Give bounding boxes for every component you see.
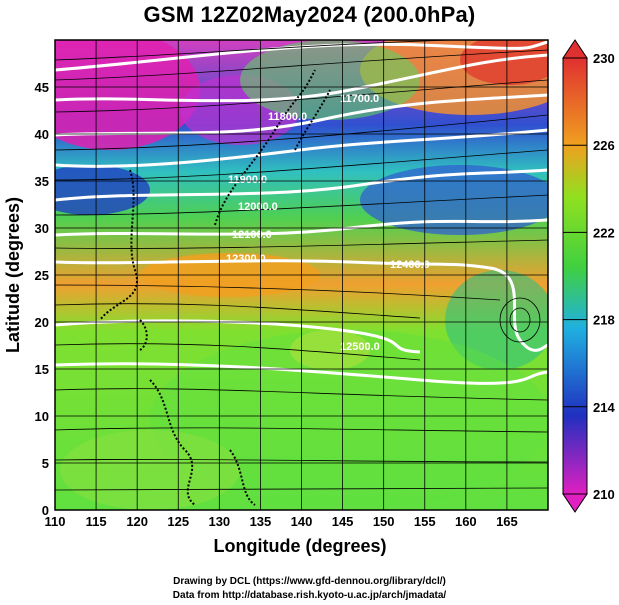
- temperature-field: 11700.0 11800.0 11900.0 12000.0 12100.0 …: [55, 40, 548, 510]
- y-tick-label: 0: [42, 503, 49, 518]
- y-tick-label: 45: [35, 80, 49, 95]
- x-tick-label: 130: [208, 514, 230, 529]
- contour-label-group: 11700.0 11800.0 11900.0 12000.0 12100.0 …: [226, 93, 430, 353]
- x-tick-label: 160: [455, 514, 477, 529]
- colorbar-tick-label: 230: [593, 51, 615, 66]
- contour-label: 12400.0: [390, 259, 430, 271]
- contour-label: 11900.0: [228, 174, 267, 186]
- colorbar-top-arrow: [562, 39, 588, 59]
- x-tick-label: 115: [86, 514, 107, 529]
- y-tick-label: 10: [35, 409, 49, 424]
- contour-label: 12100.0: [232, 229, 272, 241]
- credit-drawing: Drawing by DCL (https://www.gfd-dennou.o…: [173, 576, 446, 587]
- colorbar-tick-label: 226: [593, 138, 615, 153]
- contour-label: 11800.0: [268, 111, 307, 123]
- x-tick-label: 120: [126, 514, 148, 529]
- x-tick-label: 140: [291, 514, 313, 529]
- x-tick-label: 155: [414, 514, 436, 529]
- y-tick-label: 35: [35, 174, 49, 189]
- y-tick-label: 40: [35, 127, 49, 142]
- x-tick-label: 165: [496, 514, 518, 529]
- y-axis-label: Latitude (degrees): [3, 196, 23, 354]
- colorbar-gradient: [562, 57, 588, 495]
- x-tick-label: 145: [332, 514, 354, 529]
- x-tick-label: 110: [45, 514, 66, 529]
- colorbar-tick-label: 218: [593, 313, 615, 328]
- x-tick-label: 135: [250, 514, 272, 529]
- y-tick-label: 15: [35, 362, 49, 377]
- colorbar-tick-label: 210: [593, 487, 615, 502]
- streamlines: [55, 40, 548, 491]
- contour-label: 12000.0: [238, 201, 278, 213]
- contour-label: 12500.0: [340, 341, 380, 353]
- contour-label: 11700.0: [340, 93, 379, 105]
- coastlines: [99, 69, 331, 506]
- y-tick-label: 30: [35, 221, 49, 236]
- colorbar-bottom-arrow: [562, 493, 588, 513]
- y-tick-label: 5: [42, 456, 49, 471]
- colorbar-ticks: 210 214 218 222 226 230: [563, 51, 615, 502]
- chart-title: GSM 12Z02May2024 (200.0hPa): [143, 2, 476, 27]
- x-axis-label: Longitude (degrees): [213, 536, 387, 556]
- colorbar-tick-label: 214: [593, 400, 615, 415]
- credit-data: Data from http://database.rish.kyoto-u.a…: [172, 590, 447, 601]
- plot-frame: [54, 39, 549, 511]
- contour-label: 12300.0: [226, 253, 266, 265]
- y-axis-ticks: 0 5 10 15 20 25 30 35 40 45: [35, 80, 49, 518]
- y-tick-label: 25: [35, 268, 49, 283]
- x-tick-label: 150: [373, 514, 395, 529]
- x-axis-ticks: 110 115 120 125 130 135 140 145 150 155 160 165: [45, 514, 518, 529]
- y-tick-label: 20: [35, 315, 49, 330]
- colorbar: 210 214 218 222 226 230: [562, 39, 615, 513]
- colorbar-tick-label: 222: [593, 225, 615, 240]
- x-tick-label: 125: [167, 514, 189, 529]
